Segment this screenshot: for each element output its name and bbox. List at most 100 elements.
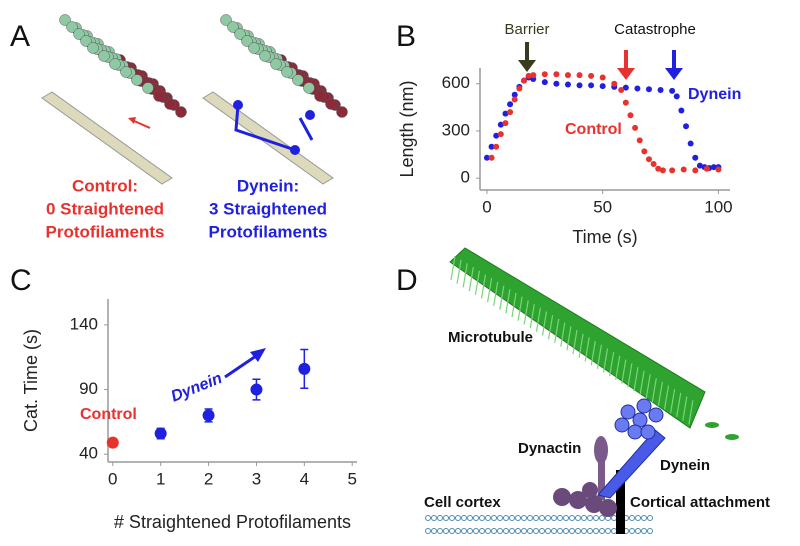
lipid (569, 528, 575, 534)
lipid (605, 528, 611, 534)
data-point (507, 109, 514, 116)
lipid (527, 515, 533, 521)
lipid (467, 528, 473, 534)
stripe (548, 315, 554, 340)
caption: Dynein: (237, 176, 299, 195)
data-point (516, 85, 523, 92)
arrow-head (665, 68, 683, 80)
data-point (680, 166, 687, 173)
lipid (437, 515, 443, 521)
lipid (473, 528, 479, 534)
stripe (535, 307, 541, 332)
lipid (629, 528, 635, 534)
subunit (281, 66, 293, 78)
stripe (590, 341, 596, 366)
dynactin (569, 491, 587, 509)
data-point (483, 154, 490, 161)
subunit (259, 50, 271, 62)
stripe (657, 381, 663, 406)
lipid (473, 515, 479, 521)
lipid (647, 515, 653, 521)
lipid (551, 528, 557, 534)
panel-label: D (396, 264, 418, 297)
series-label: Dynein (688, 86, 741, 103)
data-point (703, 165, 710, 172)
lipid (599, 528, 605, 534)
x-axis-label: # Straightened Protofilaments (114, 512, 351, 532)
stripe (468, 267, 474, 292)
data-point (541, 79, 548, 86)
data-point (696, 162, 703, 169)
dynein (627, 424, 643, 440)
lipid (557, 515, 563, 521)
stripe (541, 311, 548, 336)
annotation: Barrier (504, 21, 549, 38)
subunit (142, 82, 154, 94)
data-point (520, 77, 527, 84)
y-tick-label: 600 (442, 73, 470, 92)
subunit (292, 74, 304, 86)
arrow (224, 354, 257, 379)
stripe (450, 255, 456, 281)
dynein (640, 424, 656, 440)
data-point (599, 74, 606, 81)
lipid (575, 528, 581, 534)
lipid (491, 528, 497, 534)
lipid (587, 515, 593, 521)
data-point (511, 96, 518, 103)
series-label: Control (80, 406, 137, 423)
data-point (154, 427, 167, 440)
lipid (467, 515, 473, 521)
stripe (596, 344, 602, 369)
lipid (611, 528, 617, 534)
subunit (66, 21, 78, 33)
y-tick-label: 0 (461, 168, 470, 187)
stripe (663, 385, 670, 410)
lipid (455, 528, 461, 534)
arrow-head (518, 60, 536, 72)
data-point (530, 72, 537, 79)
dynein-link (234, 104, 314, 152)
caption: Control: (72, 176, 138, 195)
stripe (462, 263, 468, 288)
subunit (220, 14, 232, 26)
stripe (627, 363, 633, 388)
data-point (611, 80, 618, 87)
lipid (593, 528, 599, 534)
stripe (688, 400, 694, 425)
subunit (336, 106, 348, 118)
lipid (431, 528, 437, 534)
barrier-plate (41, 91, 173, 185)
x-axis-label: Time (s) (572, 227, 637, 247)
dynein (620, 404, 636, 420)
data-point (599, 83, 606, 90)
subunit (59, 14, 71, 26)
lipid (563, 528, 569, 534)
lipid (527, 528, 533, 534)
data-point (488, 143, 495, 150)
subunit (234, 28, 246, 40)
stripe (487, 278, 493, 303)
data-point (710, 164, 717, 171)
data-point (588, 82, 595, 89)
subunit (175, 106, 187, 118)
data-point (618, 87, 625, 94)
stripe (511, 292, 517, 318)
label: Cell cortex (424, 494, 501, 511)
lipid (641, 515, 647, 521)
panel-label: C (10, 264, 32, 297)
data-point (564, 72, 571, 79)
stripe (633, 366, 639, 392)
x-tick-label: 0 (108, 469, 117, 488)
lipid (431, 515, 437, 521)
data-point (525, 72, 532, 79)
microtubule-illustration (41, 14, 348, 185)
label: Dynactin (518, 440, 581, 457)
y-tick-label: 140 (70, 314, 98, 333)
stripe (578, 333, 584, 358)
y-tick-label: 300 (442, 120, 470, 139)
annotation-arrows (518, 42, 683, 80)
x-tick-label: 0 (482, 197, 491, 216)
dynein (290, 145, 300, 155)
